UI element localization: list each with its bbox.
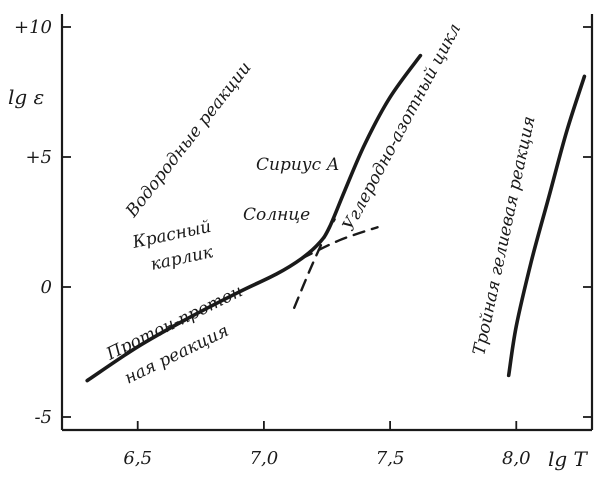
x-axis-label: lg T <box>548 447 589 471</box>
y-tick-label: 0 <box>41 277 52 298</box>
series-line-cno-dashed <box>293 218 336 309</box>
annotation-sun: Солнце <box>243 205 310 225</box>
series-line-pp-dashed <box>300 226 379 260</box>
x-tick-label: 7,5 <box>376 448 405 469</box>
y-axis-label: lg ε <box>8 85 44 109</box>
x-tick-label: 6,5 <box>123 448 152 469</box>
x-tick-label: 8,0 <box>502 448 531 469</box>
y-tick-label: -5 <box>34 407 52 428</box>
series-line-hydrogen <box>85 53 423 383</box>
x-ticks: 6,5 7,0 7,5 8,0 <box>123 421 531 469</box>
annotation-hydrogen-reactions: Водородные реакции <box>122 58 256 222</box>
series-layer <box>85 53 587 383</box>
x-tick-label: 7,0 <box>250 448 279 469</box>
y-ticks: +10 +5 0 -5 <box>14 17 592 428</box>
y-tick-label: +10 <box>14 17 52 38</box>
annotation-triple-alpha: Тройная гелиевая реакция <box>469 114 539 357</box>
annotation-cno-cycle: Углеродно-азотный цикл <box>339 20 465 234</box>
annotation-sirius: Сириус А <box>256 155 339 175</box>
series-line-triple-alpha <box>506 74 587 378</box>
plot-frame <box>60 14 594 432</box>
y-tick-label: +5 <box>25 147 52 168</box>
